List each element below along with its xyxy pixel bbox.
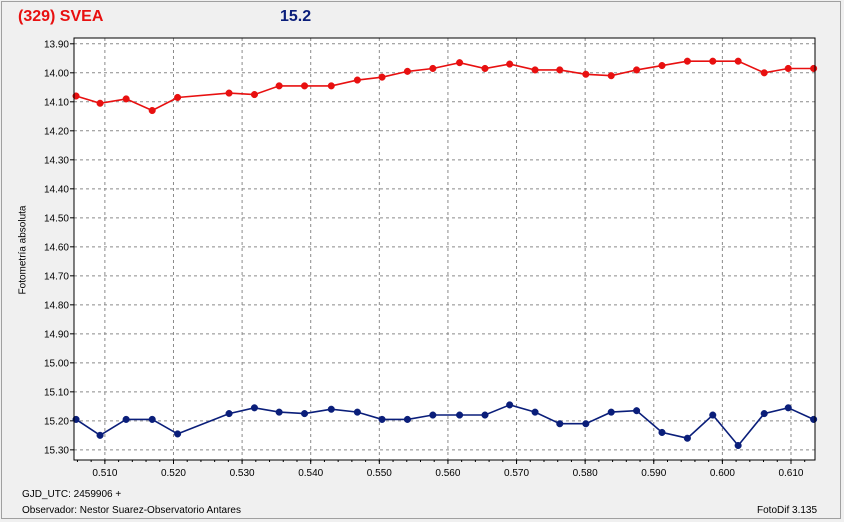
series-2-point [353, 408, 361, 416]
series-1-point [481, 64, 489, 73]
series-1-point [683, 57, 691, 65]
series-2-point [327, 405, 335, 413]
series-1-point [709, 57, 717, 65]
series-1-point [582, 70, 590, 78]
series-1-point [148, 106, 156, 115]
series-2-point [403, 415, 412, 423]
y-tick-label: 14.80 [44, 300, 69, 311]
series-1-point [378, 73, 386, 81]
x-tick-label: 0.610 [778, 468, 803, 479]
series-2-point [122, 415, 130, 423]
series-2-point [531, 408, 539, 416]
y-tick-label: 14.50 [44, 213, 69, 224]
y-tick-label: 15.30 [44, 445, 69, 456]
x-tick-label: 0.520 [161, 468, 186, 479]
series-1-point [784, 64, 792, 73]
y-tick-label: 13.90 [44, 39, 69, 50]
series-2-point [481, 411, 489, 419]
plot-border [73, 37, 816, 461]
y-tick-label: 15.00 [44, 358, 69, 369]
series-1-point [327, 82, 335, 90]
observer-label: Observador: Nestor Suarez-Observatorio A… [22, 505, 241, 516]
series-2-point [556, 420, 564, 428]
series-2-point [275, 408, 283, 416]
x-tick-label: 0.560 [435, 468, 460, 479]
chart-title-object: (329) SVEA [18, 8, 104, 25]
series-2-point [633, 407, 641, 415]
series-1-point [403, 67, 412, 75]
series-1-point [353, 76, 361, 84]
plot-area [74, 38, 815, 460]
series-1-point [633, 66, 641, 74]
series-1-point [810, 64, 818, 73]
series-2-point [582, 420, 590, 428]
y-tick-label: 14.60 [44, 242, 69, 253]
series-2-point [760, 410, 768, 418]
series-2-point [225, 410, 233, 418]
x-tick-label: 0.530 [230, 468, 255, 479]
series-1-point [658, 62, 666, 70]
series-2-point [709, 411, 717, 419]
series-1-point [300, 82, 309, 90]
series-1-point [429, 64, 437, 73]
x-tick-label: 0.550 [367, 468, 392, 479]
series-2-point [174, 430, 182, 438]
series-1-point [122, 95, 130, 103]
x-tick-label: 0.600 [710, 468, 735, 479]
y-tick-label: 15.10 [44, 387, 69, 398]
software-label: FotoDif 3.135 [757, 505, 818, 516]
series-1-point [174, 93, 182, 102]
series-1-point [506, 60, 514, 68]
chart-title-magnitude: 15.2 [280, 8, 312, 25]
series-2-point [148, 415, 156, 423]
series-1-point [225, 89, 233, 97]
series-2-point [607, 408, 615, 416]
y-tick-label: 14.10 [44, 97, 69, 108]
series-2-point [784, 404, 792, 412]
y-tick-label: 14.90 [44, 329, 69, 340]
x-tick-label: 0.570 [504, 468, 529, 479]
series-1-point [275, 82, 283, 90]
y-tick-label: 14.40 [44, 184, 69, 195]
series-1-point [96, 99, 104, 107]
series-1-point [734, 57, 742, 65]
y-tick-label: 14.00 [44, 68, 69, 79]
series-2-point [658, 428, 666, 436]
x-tick-label: 0.580 [573, 468, 598, 479]
y-tick-label: 15.20 [44, 416, 69, 427]
x-tick-label: 0.540 [298, 468, 323, 479]
y-tick-label: 14.30 [44, 155, 69, 166]
series-2-point [810, 415, 818, 423]
x-tick-label: 0.590 [641, 468, 666, 479]
series-2-point [96, 431, 104, 439]
series-2-point [456, 411, 464, 419]
y-tick-label: 14.20 [44, 126, 69, 137]
series-2-point [300, 410, 309, 418]
series-2-point [429, 411, 437, 419]
series-2-point [683, 434, 691, 442]
series-1-point [556, 66, 564, 74]
series-1-point [607, 72, 615, 80]
series-2-point [734, 441, 742, 450]
series-1-point [760, 69, 768, 77]
series-2-point [506, 401, 514, 409]
series-2-point [378, 415, 386, 423]
x-tick-label: 0.510 [92, 468, 117, 479]
series-1-point [531, 66, 539, 74]
series-2-point [250, 404, 258, 412]
series-1-point [250, 91, 258, 99]
series-1-point [456, 59, 464, 67]
y-tick-label: 14.70 [44, 271, 69, 282]
gjd-label: GJD_UTC: 2459906 + [22, 489, 122, 500]
